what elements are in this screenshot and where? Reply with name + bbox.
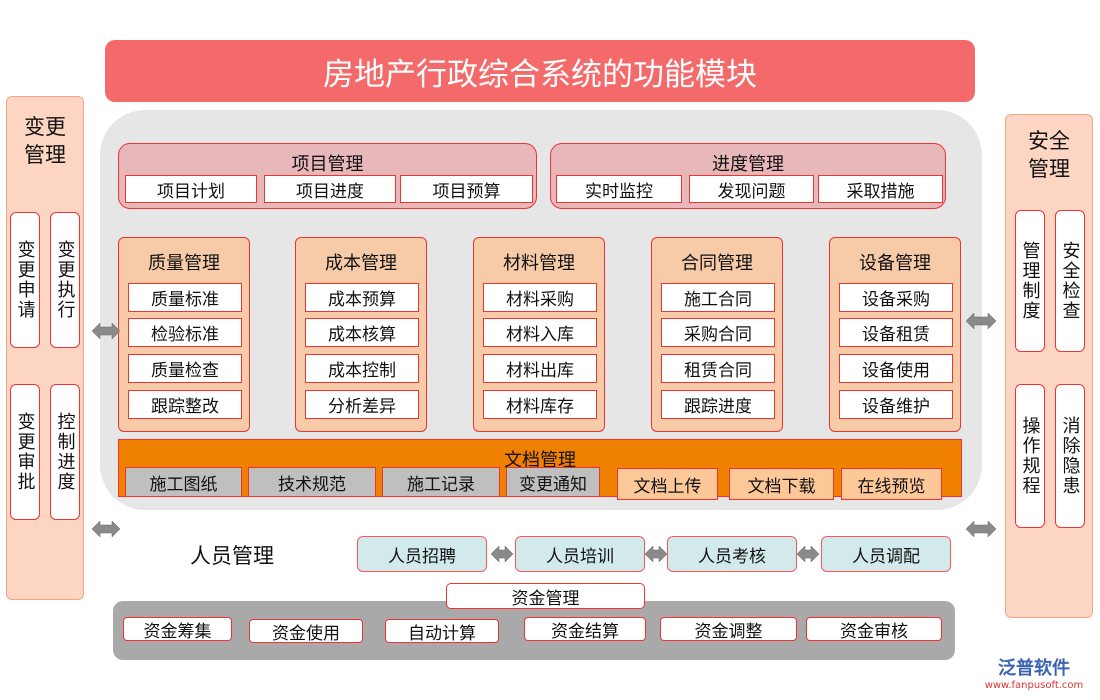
change-item[interactable]: 变更审批 [10,384,40,520]
double-arrow-icon [92,520,120,538]
double-arrow-icon [645,545,667,563]
module-item[interactable]: 分析差异 [305,390,419,419]
module-title: 合同管理 [681,253,753,274]
module-item[interactable]: 设备维护 [839,390,953,419]
project-item[interactable]: 项目预算 [400,175,533,203]
double-arrow-icon [966,312,996,330]
watermark-logo: 泛普软件 www.fanpusoft.com [972,654,1096,691]
module-title: 成本管理 [325,253,397,274]
module-title: 质量管理 [148,253,220,274]
project-management-title: 项目管理 [291,154,364,175]
document-item[interactable]: 变更通知 [506,467,600,497]
module-item[interactable]: 成本控制 [305,354,419,383]
safety-item[interactable]: 消除隐患 [1055,384,1085,528]
funds-item[interactable]: 资金结算 [524,617,646,642]
document-item[interactable]: 施工图纸 [125,467,242,497]
personnel-item[interactable]: 人员考核 [667,536,797,572]
module-item[interactable]: 成本预算 [305,283,419,312]
watermark-brand: 泛普软件 [998,658,1070,679]
module-item[interactable]: 设备采购 [839,283,953,312]
document-item[interactable]: 在线预览 [841,468,942,500]
personnel-item[interactable]: 人员招聘 [357,536,487,572]
module-item[interactable]: 跟踪整改 [128,390,242,419]
funds-item[interactable]: 资金使用 [249,619,363,644]
personnel-item[interactable]: 人员培训 [515,536,645,572]
module-item[interactable]: 施工合同 [661,283,775,312]
funds-item[interactable]: 资金筹集 [123,617,232,642]
module-item[interactable]: 检验标准 [128,318,242,347]
module-item[interactable]: 质量标准 [128,283,242,312]
safety-item[interactable]: 操作规程 [1015,384,1045,528]
personnel-item[interactable]: 人员调配 [821,536,951,572]
funds-item[interactable]: 资金审核 [806,617,942,642]
safety-management-title: 安全管理 [1028,129,1070,181]
progress-management-title: 进度管理 [712,154,784,175]
funds-management-title: 资金管理 [446,583,645,609]
module-item[interactable]: 成本核算 [305,318,419,347]
double-arrow-icon [92,322,120,340]
module-item[interactable]: 设备租赁 [839,318,953,347]
module-item[interactable]: 租赁合同 [661,354,775,383]
document-management-title: 文档管理 [504,450,576,471]
double-arrow-icon [491,545,513,563]
module-item[interactable]: 材料库存 [483,390,597,419]
document-item[interactable]: 文档上传 [617,468,718,500]
double-arrow-icon [797,545,819,563]
module-item[interactable]: 材料采购 [483,283,597,312]
module-item[interactable]: 质量检查 [128,354,242,383]
document-item[interactable]: 文档下载 [729,468,834,500]
funds-item[interactable]: 资金调整 [660,617,797,642]
module-item[interactable]: 设备使用 [839,354,953,383]
project-item[interactable]: 项目计划 [125,175,257,203]
change-management-title: 变更管理 [24,115,66,167]
change-management-panel: 变更管理 [6,96,84,600]
double-arrow-icon [966,520,996,538]
safety-item[interactable]: 管理制度 [1015,210,1045,352]
module-title: 设备管理 [859,253,931,274]
personnel-management-title: 人员管理 [190,544,274,568]
watermark-url: www.fanpusoft.com [984,680,1084,691]
funds-item[interactable]: 自动计算 [385,619,499,644]
document-item[interactable]: 技术规范 [248,467,376,497]
change-item[interactable]: 控制进度 [50,384,80,520]
module-item[interactable]: 材料出库 [483,354,597,383]
page-title: 房地产行政综合系统的功能模块 [105,40,975,102]
progress-item[interactable]: 发现问题 [689,175,814,203]
safety-management-panel: 安全管理 [1005,114,1093,618]
change-item[interactable]: 变更执行 [50,212,80,348]
safety-item[interactable]: 安全检查 [1055,210,1085,352]
module-item[interactable]: 材料入库 [483,318,597,347]
project-item[interactable]: 项目进度 [264,175,396,203]
module-title: 材料管理 [503,253,575,274]
progress-item[interactable]: 采取措施 [818,175,943,203]
document-item[interactable]: 施工记录 [382,467,500,497]
module-item[interactable]: 跟踪进度 [661,390,775,419]
progress-item[interactable]: 实时监控 [556,175,682,203]
module-item[interactable]: 采购合同 [661,318,775,347]
change-item[interactable]: 变更申请 [10,212,40,348]
